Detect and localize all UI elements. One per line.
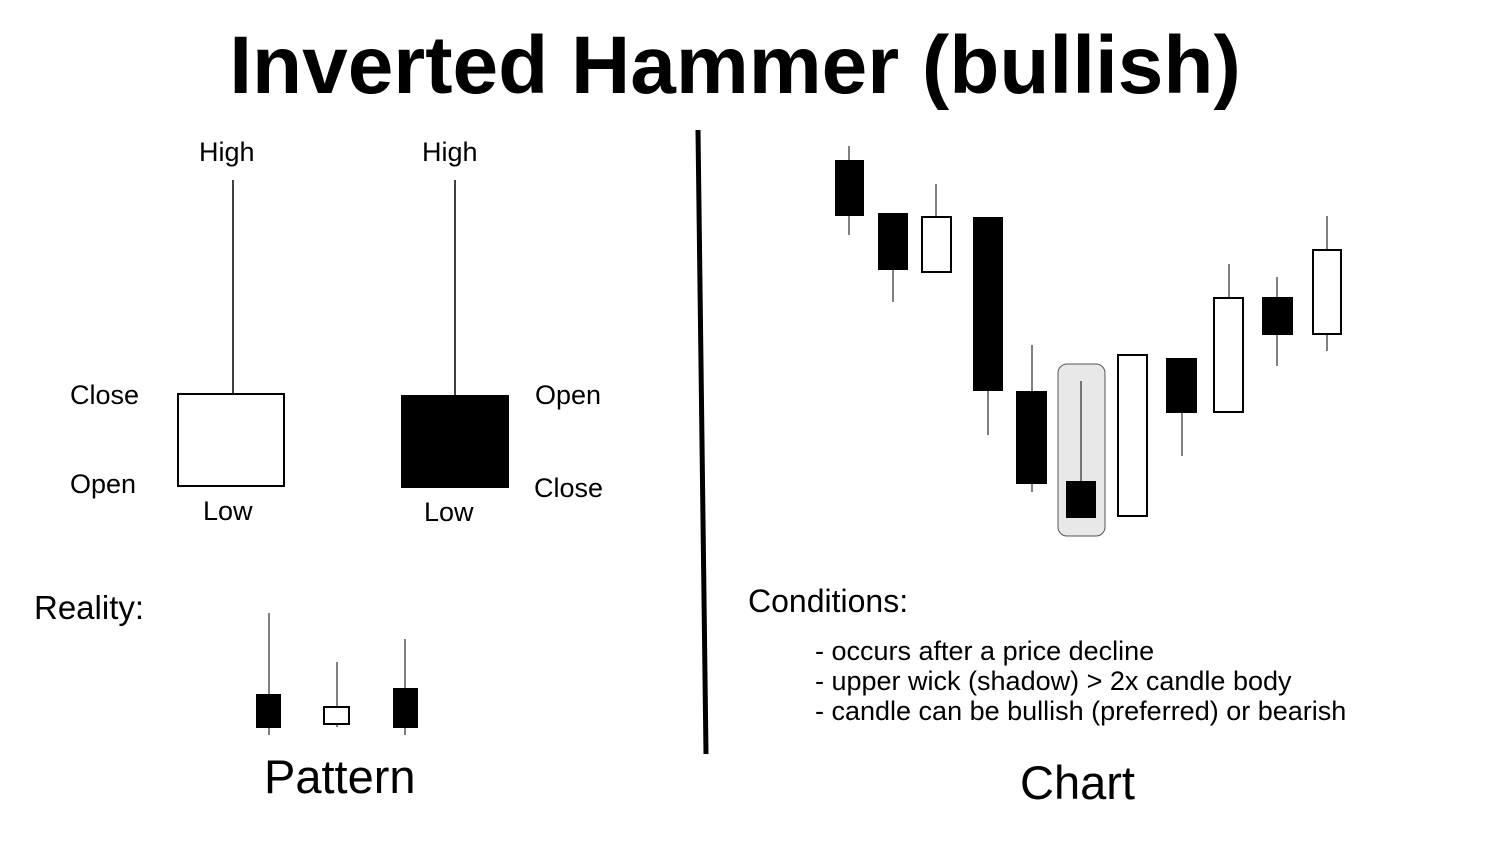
bearish-close-label: Close [534,473,604,503]
bearish-high-label: High [422,137,478,167]
condition-item: - candle can be bullish (preferred) or b… [815,696,1347,726]
bearish-open-label: Open [535,380,602,410]
chart-candles [835,146,1342,537]
reality-candle-1-body [256,694,281,728]
chart-candle-1-body [835,160,864,216]
pattern-caption: Pattern [264,750,416,803]
conditions-heading: Conditions: [748,583,909,619]
chart-candle-5-body [1016,391,1047,484]
chart-candle-3-body [921,216,952,273]
chart-candle-9-body [1213,297,1244,413]
bullish-body [177,393,285,487]
bearish-body [401,395,509,488]
bullish-high-label: High [199,137,255,167]
condition-item: - occurs after a price decline [815,636,1155,666]
bullish-close-label: Close [70,380,140,410]
bearish-low-label: Low [424,497,474,527]
chart-candle-11-body [1312,249,1342,335]
chart-candle-6-body [1066,481,1096,518]
pattern-bullish-candle [177,180,285,487]
reality-candle-2-body [323,706,350,725]
bullish-low-label: Low [203,496,253,526]
chart-candle-7-body [1117,354,1148,517]
condition-item: - upper wick (shadow) > 2x candle body [815,666,1292,696]
bullish-open-label: Open [70,469,137,499]
chart-candle-2-body [878,213,908,270]
reality-label: Reality: [34,589,145,626]
page-title: Inverted Hammer (bullish) [229,20,1241,111]
chart-candle-8-body [1166,358,1197,413]
section-divider [695,129,709,755]
chart-candle-4-body [973,217,1003,391]
chart-candle-10-body [1262,297,1293,335]
chart-caption: Chart [1020,756,1135,809]
conditions-list: - occurs after a price decline - upper w… [815,636,1346,726]
pattern-bearish-candle [401,180,509,488]
reality-candles [256,613,418,735]
reality-candle-3-body [393,688,418,728]
